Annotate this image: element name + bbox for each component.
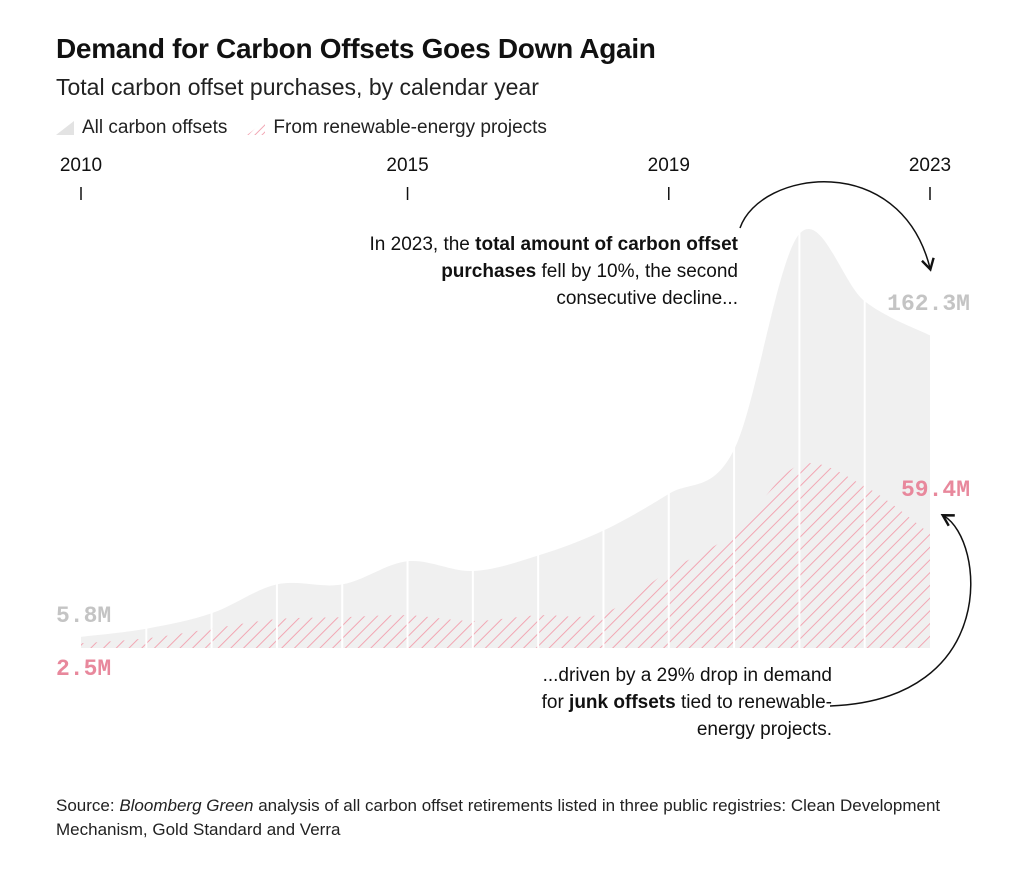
area-chart: 2010 2015 2019 2023 5.8M 2.5M 162.3M 59.4M xyxy=(56,155,972,707)
legend-label-all: All carbon offsets xyxy=(82,117,228,138)
legend-label-renewable: From renewable-energy projects xyxy=(273,117,547,138)
series-renewable-energy-area xyxy=(81,463,930,648)
source-publication: Bloomberg Green xyxy=(119,796,254,815)
value-label-total-2023: 162.3M xyxy=(887,291,970,317)
annotation-bottom: ...driven by a 29% drop in demand for ju… xyxy=(541,665,832,740)
chart-title: Demand for Carbon Offsets Goes Down Agai… xyxy=(56,33,656,64)
annotation-bottom-bold: junk offsets xyxy=(569,692,676,713)
tick-label-2010: 2010 xyxy=(60,155,102,176)
legend-item-all: All carbon offsets xyxy=(56,117,227,139)
legend-item-renewable: From renewable-energy projects xyxy=(247,117,547,139)
legend-swatch-all xyxy=(56,121,74,135)
legend-swatch-renewable xyxy=(247,121,266,135)
tick-label-2015: 2015 xyxy=(386,155,428,176)
annotation-top-bold: total amount of carbon offset purchases xyxy=(441,234,738,282)
chart-subtitle: Total carbon offset purchases, by calend… xyxy=(56,74,539,100)
source-note: Source: Bloomberg Green analysis of all … xyxy=(56,796,941,839)
annotation-arrow-bottom xyxy=(829,514,972,707)
series-all-carbon-offsets-area xyxy=(81,228,930,648)
legend: All carbon offsets From renewable-energy… xyxy=(56,117,567,139)
tick-label-2019: 2019 xyxy=(648,155,690,176)
value-label-total-2010: 5.8M xyxy=(56,603,111,629)
value-label-renewable-2010: 2.5M xyxy=(56,656,111,682)
tick-label-2023: 2023 xyxy=(909,155,951,176)
value-label-renewable-2023: 59.4M xyxy=(901,477,970,503)
annotation-top: In 2023, the total amount of carbon offs… xyxy=(369,234,738,309)
annotation-arrow-top xyxy=(739,181,935,272)
